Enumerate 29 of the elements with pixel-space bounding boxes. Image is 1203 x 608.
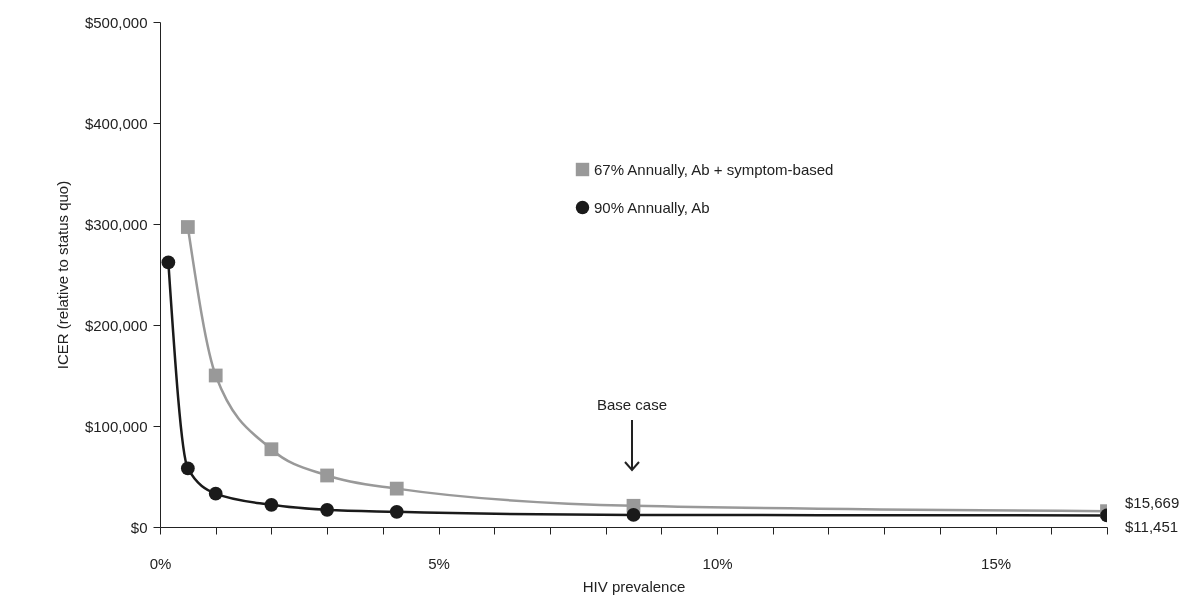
x-axis-title: HIV prevalence [582, 577, 686, 595]
point [389, 481, 404, 496]
x-tick-label: 5% [428, 554, 450, 572]
data-label: $15,669 [1125, 494, 1180, 512]
y-tick-label: $300,000 [84, 215, 148, 233]
y-tick-label: $200,000 [84, 316, 148, 334]
y-tick-label: $500,000 [84, 13, 148, 31]
point [389, 504, 404, 519]
legend-label: 67% Annually, Ab + symptom-based [594, 160, 834, 178]
x-tick-label: 0% [149, 554, 172, 572]
point [264, 497, 279, 512]
y-tick-label: $0 [130, 518, 148, 536]
x-tick-label: 15% [981, 554, 1012, 572]
point [264, 442, 279, 457]
point [626, 508, 641, 522]
y-tick-label: $100,000 [84, 417, 148, 435]
y-axis-title: ICER (relative to status quo) [53, 180, 71, 370]
y-tick-label: $400,000 [84, 114, 148, 132]
x-tick-label: 10% [702, 554, 733, 572]
data-label: $11,451 [1125, 518, 1179, 536]
point [180, 461, 195, 476]
point [208, 486, 223, 501]
point [320, 502, 335, 517]
point [161, 255, 176, 270]
point [320, 468, 335, 483]
point [180, 220, 195, 234]
point [208, 368, 223, 383]
legend-label: 90% Annually, Ab [594, 198, 710, 216]
annotation: Base case [596, 396, 668, 413]
